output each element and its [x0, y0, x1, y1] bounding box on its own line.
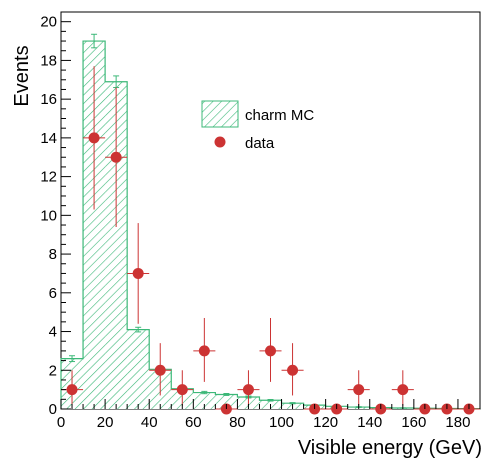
y-tick-label: 0: [49, 401, 57, 418]
y-tick-label: 18: [40, 52, 57, 69]
x-axis-label: Visible energy (GeV): [298, 437, 482, 459]
y-tick-label: 2: [49, 362, 57, 379]
mc-bar: [215, 394, 238, 409]
y-tick-label: 14: [40, 130, 57, 147]
data-point: [353, 384, 365, 396]
data-point: [242, 384, 254, 396]
data-point: [265, 345, 276, 357]
data-point: [132, 267, 144, 279]
x-tick-label: 120: [313, 414, 338, 431]
y-tick-label: 20: [40, 14, 57, 31]
legend-marker-data: [214, 136, 226, 148]
y-tick-label: 12: [40, 169, 57, 186]
x-tick-label: 160: [401, 414, 426, 431]
data-point: [110, 151, 122, 163]
data-point: [198, 345, 210, 357]
data-point: [397, 384, 409, 396]
axes: 0 20 40 60 80 100 120 140 160 180 0 2 4 6 8 10 12 14 16 18 2…: [40, 11, 481, 431]
data-point: [154, 364, 166, 376]
x-tick-label: 0: [57, 414, 65, 431]
data-point: [176, 384, 188, 396]
x-tick-label: 40: [141, 414, 158, 431]
legend: charm MC data: [201, 100, 314, 152]
data-point: [88, 132, 100, 144]
legend-label-mc: charm MC: [245, 107, 314, 124]
y-tick-label: 10: [40, 207, 57, 224]
y-axis-label: Events: [11, 45, 33, 106]
y-tick-label: 6: [49, 285, 57, 302]
x-tick-label: 20: [97, 414, 114, 431]
legend-label-data: data: [245, 135, 275, 152]
x-tick-label: 100: [269, 414, 294, 431]
x-tick-label: 60: [185, 414, 202, 431]
data-point: [66, 384, 78, 396]
mc-bar: [105, 81, 128, 409]
x-tick-label: 180: [445, 414, 470, 431]
legend-swatch-mc: [201, 100, 239, 128]
data-point: [287, 364, 299, 376]
x-tick-label: 80: [229, 414, 246, 431]
mc-bar: [127, 329, 150, 409]
y-tick-label: 16: [40, 91, 57, 108]
x-tick-label: 140: [357, 414, 382, 431]
y-tick-label: 4: [49, 324, 57, 341]
y-tick-label: 8: [49, 246, 57, 263]
mc-bar: [83, 41, 106, 410]
mc-bar: [193, 392, 216, 409]
